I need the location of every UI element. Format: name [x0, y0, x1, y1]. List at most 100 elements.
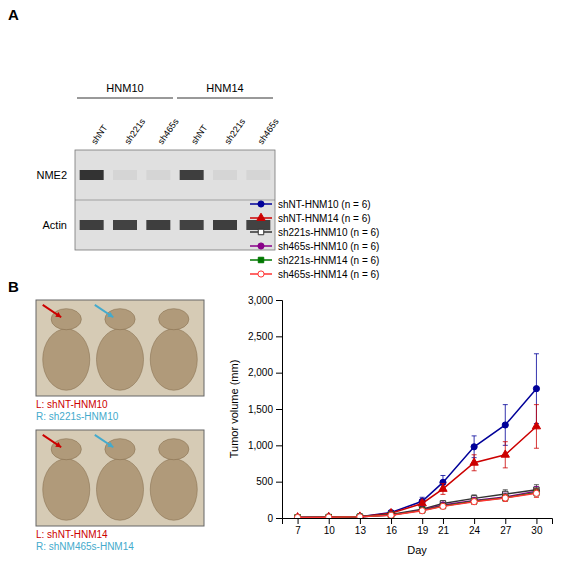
- tick-mark: [329, 518, 330, 524]
- band: [180, 170, 204, 180]
- legend-label: sh465s-HNM14 (n = 6): [278, 269, 379, 280]
- series-line: [298, 490, 537, 518]
- tick: 10: [324, 518, 336, 536]
- marker: [471, 444, 477, 450]
- legend-label: sh221s-HNM14 (n = 6): [278, 255, 379, 266]
- tick-label: 27: [500, 525, 512, 536]
- error-bar: [503, 495, 508, 502]
- marker: [357, 514, 363, 518]
- legend-label: sh221s-HNM10 (n = 6): [278, 227, 379, 238]
- tick: 1,500: [248, 404, 282, 415]
- row-label: NME2: [36, 169, 67, 181]
- error-bar: [503, 405, 508, 446]
- axis-line: [276, 301, 283, 519]
- tick-label: 0: [267, 513, 273, 524]
- tick: 30: [531, 518, 543, 536]
- marker: [325, 512, 333, 518]
- tick-label: 13: [355, 525, 367, 536]
- tick-mark: [276, 409, 282, 410]
- band: [113, 220, 137, 230]
- tick: 21: [438, 518, 450, 536]
- legend-marker: [258, 271, 264, 277]
- arrow: [43, 435, 61, 447]
- mouse-body: [150, 329, 197, 390]
- column-label: sh465s: [156, 116, 181, 146]
- tick-mark: [536, 518, 537, 524]
- band: [213, 170, 237, 180]
- mouse-head: [105, 309, 135, 330]
- column-label: sh465s: [256, 116, 281, 146]
- panel-label: B: [8, 278, 19, 295]
- caption: R: shNM465s-HNM14: [36, 541, 134, 552]
- marker: [419, 507, 425, 513]
- marker: [293, 513, 301, 518]
- mouse-body: [43, 459, 90, 520]
- error-bar: [534, 489, 539, 497]
- group-label: HNM14: [206, 82, 243, 94]
- marker: [470, 458, 478, 465]
- tick-mark: [360, 518, 361, 524]
- column-label: shNT: [189, 122, 210, 146]
- series-line: [298, 493, 537, 518]
- mouse-head: [159, 439, 189, 460]
- photo: [36, 430, 204, 526]
- series: [294, 354, 539, 518]
- marker: [502, 422, 508, 428]
- plot-area: [293, 354, 540, 518]
- legend-label: sh465s-HNM10 (n = 6): [278, 241, 379, 252]
- marker: [357, 514, 363, 518]
- error-bar: [534, 488, 539, 497]
- band: [180, 220, 204, 230]
- tick: 7: [295, 518, 301, 536]
- marker: [501, 450, 509, 457]
- arrow-head: [107, 312, 113, 317]
- mouse-head: [51, 439, 81, 460]
- marker: [439, 484, 447, 491]
- marker: [326, 514, 331, 518]
- marker: [440, 503, 446, 509]
- legend-label: shNT-HNM10 (n = 6): [278, 199, 371, 210]
- tick-label: 7: [295, 525, 301, 536]
- mouse-body: [43, 329, 90, 390]
- tick: 13: [355, 518, 367, 536]
- tick-mark: [391, 518, 392, 524]
- tick-mark: [276, 373, 282, 374]
- mouse-body: [96, 329, 143, 390]
- marker: [419, 508, 424, 513]
- series: [294, 487, 539, 518]
- marker: [356, 512, 364, 518]
- series: [295, 488, 539, 518]
- series-line: [298, 493, 537, 517]
- column-label: sh221s: [122, 116, 147, 146]
- marker: [532, 422, 540, 429]
- legend-entry: sh221s-HNM10 (n = 6): [250, 227, 379, 238]
- marker: [295, 515, 300, 518]
- panel-growth: BL: shNT-HNM10R: sh221s-HNM10L: shNT-HNM…: [8, 199, 553, 557]
- mouse-body: [96, 459, 143, 520]
- tick-label: 2,000: [248, 367, 273, 378]
- tick: 19: [417, 518, 429, 536]
- tick-mark: [276, 445, 282, 446]
- legend-marker: [258, 201, 264, 207]
- marker: [326, 514, 332, 518]
- marker: [418, 499, 426, 506]
- figure: AHNM10HNM14shNTsh221ssh465sshNTsh221ssh4…: [0, 0, 565, 564]
- tick: 500: [256, 476, 282, 487]
- tick-mark: [505, 518, 506, 524]
- series-line: [298, 426, 537, 517]
- tick: 16: [386, 518, 398, 536]
- legend-entry: sh221s-HNM14 (n = 6): [250, 255, 379, 266]
- tick: 0: [267, 513, 282, 524]
- series: [293, 405, 540, 518]
- marker: [471, 499, 477, 505]
- marker: [533, 386, 539, 392]
- marker: [294, 514, 300, 518]
- legend-entry: shNT-HNM14 (n = 6): [250, 213, 371, 224]
- arrow: [95, 435, 113, 447]
- band: [246, 170, 270, 180]
- tick-label: 500: [256, 476, 273, 487]
- caption: L: shNT-HNM14: [36, 529, 108, 540]
- legend-label: shNT-HNM14 (n = 6): [278, 213, 371, 224]
- caption: L: shNT-HNM10: [36, 399, 108, 410]
- tick-mark: [443, 518, 444, 524]
